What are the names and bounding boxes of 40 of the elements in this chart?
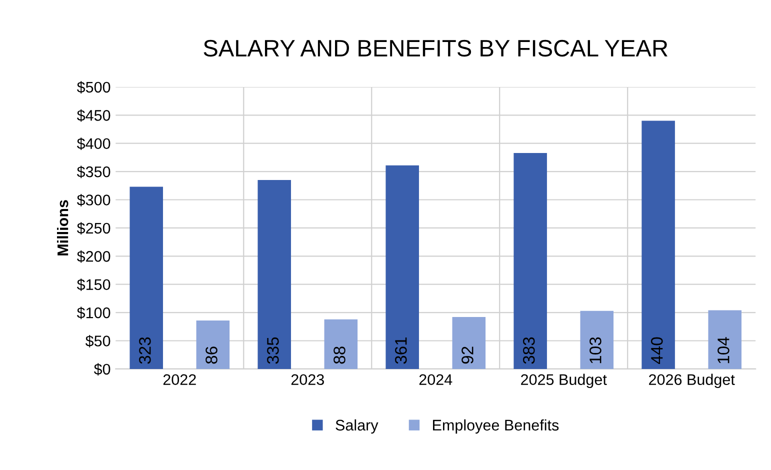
legend-label: Salary — [336, 419, 378, 434]
data-label: 335 — [267, 337, 279, 364]
bar — [708, 310, 742, 369]
y-tick-label: $300 — [76, 194, 110, 206]
x-tick-label: 2023 — [291, 374, 324, 386]
bar — [514, 152, 547, 369]
legend-label: Employee Benefits — [433, 419, 559, 434]
y-tick-label: $400 — [76, 138, 110, 150]
y-tick-label: $100 — [76, 306, 110, 320]
y-tick-label: $350 — [76, 166, 110, 178]
bar — [386, 165, 419, 369]
chart-title: SALARY AND BENEFITS BY FISCAL YEAR — [204, 40, 668, 57]
bar — [580, 310, 614, 369]
data-label: 103 — [590, 337, 602, 364]
bar — [130, 186, 164, 369]
y-tick-label: $150 — [76, 278, 110, 291]
y-tick-label: $500 — [76, 81, 110, 94]
bar — [258, 180, 291, 369]
bar — [452, 317, 486, 369]
data-label: 92 — [462, 346, 474, 364]
bar — [642, 120, 675, 369]
data-label: 361 — [395, 337, 407, 364]
x-tick-label: 2026 Budget — [649, 374, 735, 388]
y-axis-title: Millions — [57, 200, 68, 256]
x-tick-label: 2022 — [163, 374, 196, 386]
x-tick-label: 2025 Budget — [521, 374, 607, 388]
y-tick-label: $450 — [76, 109, 110, 122]
bar — [324, 319, 358, 369]
y-tick-label: $200 — [76, 250, 110, 263]
data-label: 323 — [139, 337, 151, 364]
data-label: 86 — [206, 346, 218, 364]
data-label: 383 — [522, 337, 535, 364]
y-tick-label: $50 — [85, 334, 110, 348]
data-label: 440 — [650, 337, 663, 364]
y-tick-label: $250 — [76, 222, 110, 235]
y-tick-label: $0 — [94, 363, 110, 376]
data-label: 88 — [334, 346, 346, 364]
x-tick-label: 2024 — [419, 374, 452, 386]
data-label: 104 — [718, 337, 730, 364]
bar — [196, 320, 230, 369]
